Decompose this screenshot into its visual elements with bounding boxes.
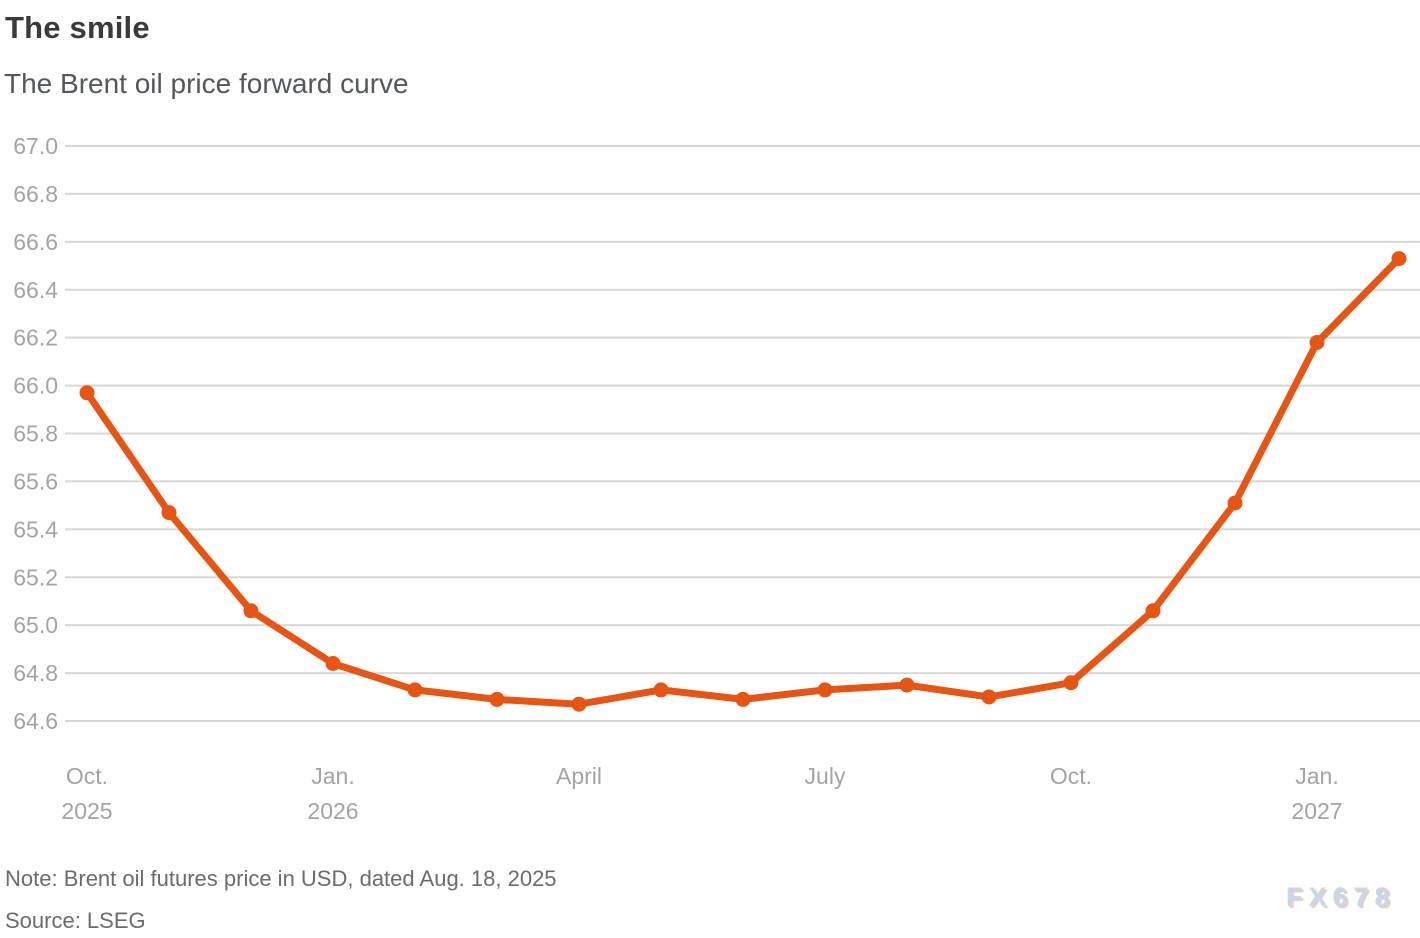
chart-source: Source: LSEG [5, 908, 146, 933]
x-axis-tick-label: Oct. [66, 763, 108, 789]
chart-note: Note: Brent oil futures price in USD, da… [5, 866, 557, 891]
x-axis-tick-label: Oct. [1050, 763, 1092, 789]
y-axis-tick-label: 66.0 [13, 373, 58, 399]
data-point [735, 691, 751, 707]
x-axis-tick-label: Jan. [1295, 763, 1338, 789]
y-axis-tick-label: 64.8 [13, 660, 58, 686]
y-axis-tick-label: 65.6 [13, 468, 58, 494]
data-point [325, 656, 341, 671]
chart-title: The smile [5, 10, 150, 45]
data-point [1227, 495, 1243, 511]
x-axis-tick-label: July [805, 763, 846, 789]
data-point [981, 689, 997, 705]
data-point [1063, 675, 1079, 691]
data-point [571, 696, 587, 712]
data-point [161, 505, 177, 521]
y-axis-tick-label: 67.0 [13, 133, 58, 159]
data-point [243, 603, 259, 619]
data-point [1145, 603, 1161, 619]
y-axis-tick-label: 66.2 [13, 325, 58, 351]
data-point [1391, 251, 1407, 267]
x-axis-tick-year-label: 2027 [1291, 798, 1342, 824]
y-axis-tick-label: 66.8 [13, 181, 58, 207]
y-axis-tick-label: 65.0 [13, 612, 58, 638]
x-axis-tick-year-label: 2025 [61, 798, 112, 824]
watermark-fx678: FX678 [1286, 882, 1396, 912]
y-axis-tick-label: 65.2 [13, 564, 58, 590]
data-point [1309, 335, 1325, 350]
data-point [489, 691, 505, 707]
x-axis-tick-label: Jan. [311, 763, 354, 789]
x-axis-tick-year-label: 2026 [307, 798, 358, 824]
data-point [817, 682, 833, 698]
chart-subtitle: The Brent oil price forward curve [4, 68, 409, 99]
y-axis-tick-label: 64.6 [13, 708, 58, 734]
y-axis-tick-label: 66.6 [13, 229, 58, 255]
y-axis-tick-label: 65.8 [13, 421, 58, 447]
data-point [79, 385, 95, 401]
data-point [899, 677, 915, 693]
y-axis-tick-label: 65.4 [13, 516, 58, 542]
data-point [653, 682, 669, 698]
y-axis-tick-label: 66.4 [13, 277, 58, 303]
x-axis-tick-label: April [556, 763, 602, 789]
data-point [407, 682, 423, 698]
